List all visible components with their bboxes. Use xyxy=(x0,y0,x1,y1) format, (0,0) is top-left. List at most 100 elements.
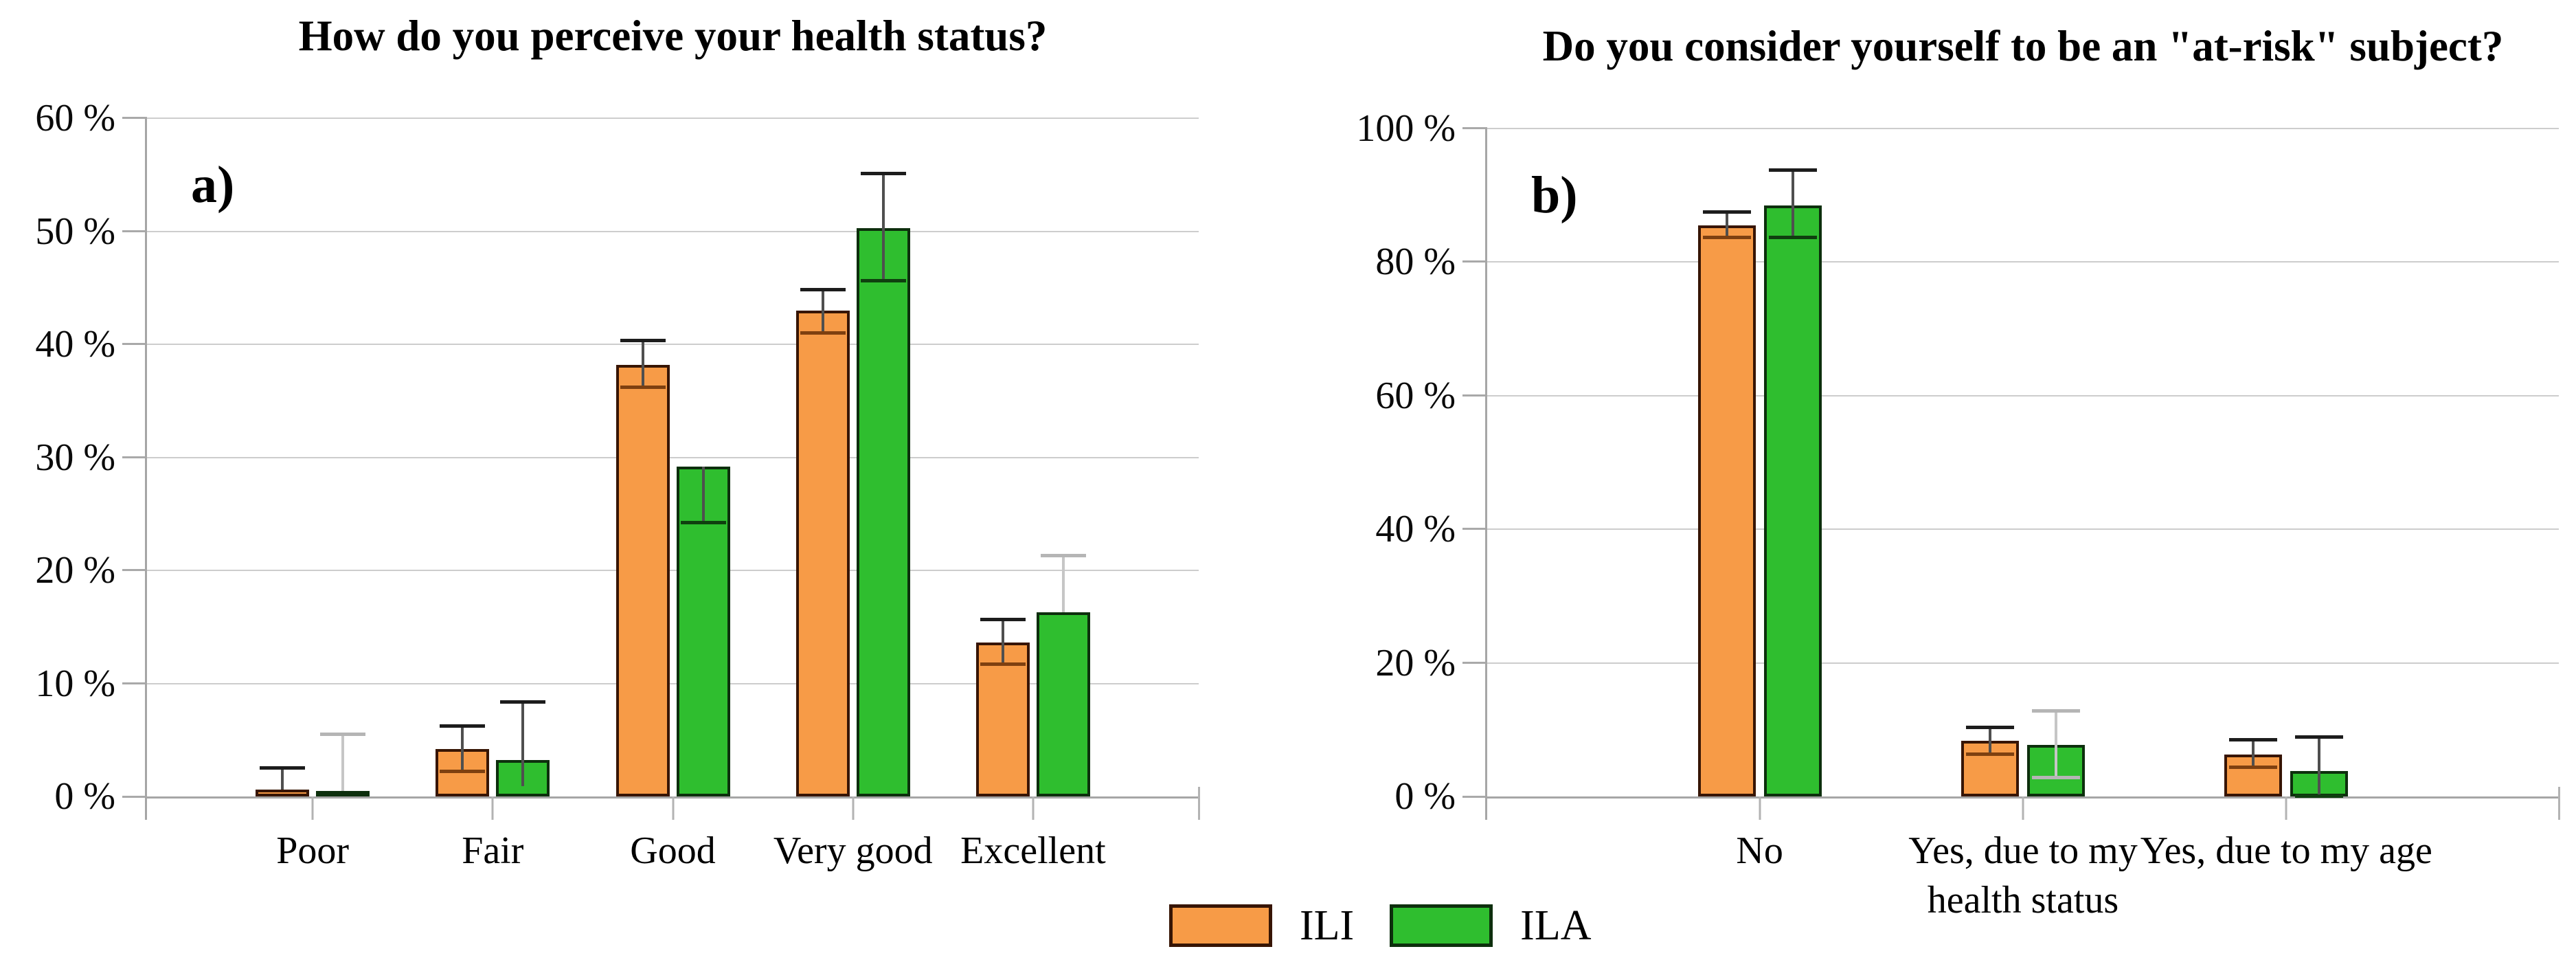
error-cap-bottom xyxy=(1965,752,2014,756)
gridline xyxy=(147,118,1199,119)
category-label: No xyxy=(1736,829,1783,872)
category-slot: Yes, due to my age xyxy=(2140,129,2432,872)
error-cap-top xyxy=(1702,210,1751,214)
y-axis-label: 40 % xyxy=(1375,508,1456,551)
error-cap-bottom xyxy=(980,662,1026,666)
chart-a-plot-area: 0 % 10 % 20 % 30 % 40 % 50 % 60 % Poor Fair Good V… xyxy=(35,99,1200,872)
error-bar-ila xyxy=(1061,555,1065,612)
bar-ila xyxy=(316,790,370,796)
error-bar-ila xyxy=(2318,737,2321,796)
error-cap-top xyxy=(500,700,546,704)
legend: ILI ILA xyxy=(1169,904,1591,947)
error-bar-ila xyxy=(2054,711,2057,778)
error-cap-top xyxy=(1965,725,2014,729)
y-axis-tick xyxy=(122,456,147,458)
category-row: No Yes, due to my health status Yes, due t… xyxy=(1628,129,2432,922)
x-axis-tick xyxy=(2285,796,2287,820)
panel-label-b: b) xyxy=(1531,166,1578,224)
bar-ila xyxy=(1763,205,1822,796)
x-axis-tick xyxy=(311,796,314,820)
chart-a-title: How do you perceive your health status? xyxy=(298,12,1048,60)
y-axis-tick xyxy=(1462,528,1487,531)
error-cap-top xyxy=(2295,735,2344,739)
panel-label-a: a) xyxy=(191,156,235,214)
y-axis-tick xyxy=(122,343,147,345)
legend-swatch-ili xyxy=(1169,904,1272,947)
y-axis-tick xyxy=(122,682,147,684)
error-cap-bottom xyxy=(800,331,846,335)
y-axis-label: 30 % xyxy=(35,436,115,479)
category-label: Poor xyxy=(276,829,349,872)
category-slot: Good xyxy=(583,118,762,872)
error-bar-ila xyxy=(521,702,525,787)
category-slot: Fair xyxy=(403,118,583,872)
error-bar-ili xyxy=(2252,740,2255,768)
error-cap-top xyxy=(980,618,1026,622)
y-axis xyxy=(1485,129,1487,820)
x-axis-tick xyxy=(1759,796,1761,820)
error-cap-bottom xyxy=(680,520,726,524)
error-cap-bottom xyxy=(620,385,666,389)
gridline xyxy=(1487,128,2559,129)
category-label: Yes, due to my health status xyxy=(1908,829,2138,922)
error-cap-bottom xyxy=(1702,236,1751,240)
y-axis-tick xyxy=(1462,394,1487,397)
error-cap-top xyxy=(800,288,846,292)
y-axis-label: 100 % xyxy=(1356,107,1456,150)
y-axis-label: 20 % xyxy=(35,549,115,592)
category-slot: Very good xyxy=(763,118,943,872)
category-row: Poor Fair Good Very good Excellent xyxy=(223,118,1123,872)
y-axis-tick xyxy=(1462,127,1487,129)
category-label: Good xyxy=(630,829,716,872)
category-label: Very good xyxy=(773,829,933,872)
y-axis-label: 40 % xyxy=(35,323,115,366)
error-cap-top xyxy=(1768,168,1817,172)
error-bar-ili xyxy=(1988,727,1991,755)
y-axis-tick xyxy=(122,117,147,119)
gridline xyxy=(147,344,1199,345)
chart-at-risk: Do you consider yourself to be an "at-ri… xyxy=(1356,22,2560,922)
error-bar-ili xyxy=(641,341,644,388)
legend-label-ili: ILI xyxy=(1300,902,1355,949)
error-bar-ila xyxy=(701,466,705,523)
error-bar-ili xyxy=(1001,620,1004,665)
y-axis-tick xyxy=(1462,260,1487,263)
bar-ili xyxy=(1697,225,1756,796)
bar-ili xyxy=(256,790,310,796)
x-axis-end-tick xyxy=(1198,787,1200,820)
chart-b-plot-area: 0 % 20 % 40 % 60 % 80 % 100 % No Yes, due to my… xyxy=(1356,109,2560,922)
gridline xyxy=(1487,261,2559,263)
category-slot: No xyxy=(1628,129,1891,872)
y-axis-label: 0 % xyxy=(54,775,115,818)
bar-ila xyxy=(856,227,910,796)
y-axis-label: 80 % xyxy=(1375,241,1456,284)
y-axis-tick xyxy=(122,796,147,798)
chart-b-title: Do you consider yourself to be an "at-ri… xyxy=(1542,22,2504,70)
x-axis-tick xyxy=(1032,796,1035,820)
y-axis-label: 60 % xyxy=(1375,374,1456,417)
y-axis xyxy=(145,118,147,820)
error-cap-top xyxy=(620,339,666,343)
legend-item-ili: ILI xyxy=(1169,904,1354,947)
error-bar-ila xyxy=(1791,170,1794,238)
y-axis-label: 50 % xyxy=(35,210,115,253)
legend-swatch-ila xyxy=(1390,904,1493,947)
gridline xyxy=(1487,394,2559,397)
bar-ili xyxy=(975,643,1030,796)
y-axis-label: 20 % xyxy=(1375,641,1456,684)
bar-ili xyxy=(795,310,850,796)
bar-ili xyxy=(615,364,670,796)
x-axis-tick xyxy=(491,796,494,820)
error-cap-top xyxy=(260,766,306,770)
legend-item-ila: ILA xyxy=(1390,904,1591,947)
error-cap-top xyxy=(2031,708,2080,713)
error-cap-bottom xyxy=(2295,794,2344,798)
category-slot: Poor xyxy=(223,118,403,872)
error-cap-bottom xyxy=(440,769,486,773)
x-axis-end-tick xyxy=(2558,787,2560,820)
y-axis-tick xyxy=(1462,796,1487,798)
gridline xyxy=(147,230,1199,232)
x-axis-tick xyxy=(672,796,674,820)
category-label: Fair xyxy=(462,829,524,872)
